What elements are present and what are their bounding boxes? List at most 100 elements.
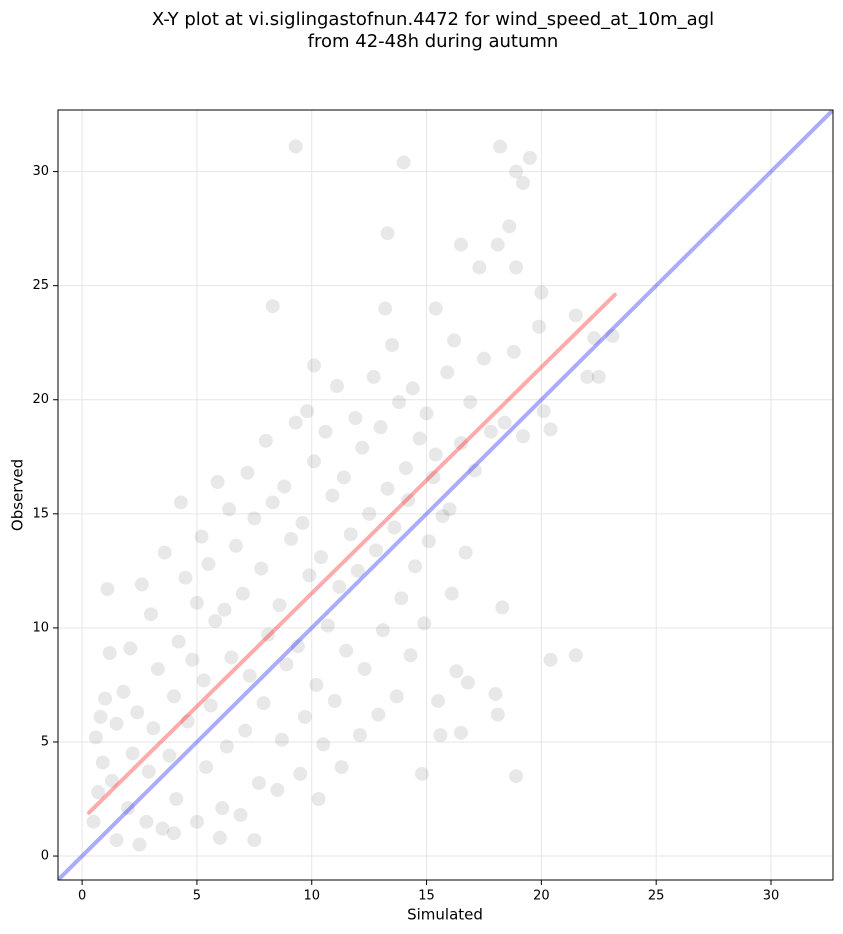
scatter-point	[330, 379, 344, 394]
scatter-point	[173, 495, 188, 510]
scatter-point	[460, 675, 475, 690]
scatter-point	[414, 766, 429, 781]
scatter-point	[132, 837, 147, 852]
scatter-point	[185, 652, 200, 667]
scatter-point	[144, 607, 158, 622]
scatter-point	[417, 616, 432, 631]
y-axis-label: Observed	[9, 459, 27, 531]
scatter-point	[534, 285, 549, 300]
scatter-point	[121, 801, 136, 816]
x-tick-label: 15	[418, 889, 435, 904]
scatter-point	[146, 721, 161, 736]
scatter-point	[419, 406, 434, 421]
scatter-point	[134, 577, 149, 592]
scatter-point	[431, 693, 446, 708]
scatter-point	[405, 381, 420, 396]
y-tick-label: 0	[41, 849, 49, 864]
scatter-point	[568, 648, 583, 663]
scatter-point	[339, 643, 354, 658]
scatter-point	[591, 369, 606, 384]
scatter-point	[217, 602, 232, 617]
scatter-point	[467, 463, 482, 478]
scatter-point	[454, 436, 468, 451]
scatter-point	[235, 586, 250, 601]
scatter-point	[348, 411, 363, 425]
scatter-point	[125, 746, 140, 761]
scatter-point	[162, 748, 177, 763]
scatter-point	[130, 705, 145, 720]
scatter-point	[543, 422, 558, 437]
scatter-point	[495, 600, 510, 615]
scatter-point	[433, 728, 448, 743]
scatter-point	[288, 415, 303, 430]
scatter-point	[378, 301, 393, 316]
scatter-point	[380, 481, 395, 496]
scatter-point	[325, 488, 340, 503]
scatter-point	[426, 470, 441, 485]
scatter-point	[254, 561, 269, 576]
scatter-point	[343, 527, 358, 542]
scatter-point	[476, 351, 491, 366]
scatter-point	[219, 739, 234, 754]
scatter-point	[88, 730, 103, 745]
scatter-point	[355, 440, 370, 455]
scatter-point	[380, 226, 395, 241]
scatter-point	[93, 709, 108, 724]
scatter-point	[506, 344, 521, 359]
scatter-point	[587, 331, 602, 346]
scatter-point	[256, 696, 271, 711]
y-tick-label: 20	[32, 392, 49, 407]
scatter-point	[166, 689, 181, 704]
scatter-point	[428, 447, 443, 462]
scatter-point	[516, 429, 530, 444]
scatter-point	[166, 826, 181, 841]
scatter-point	[284, 531, 299, 546]
scatter-point	[307, 454, 322, 469]
scatter-point	[373, 420, 388, 435]
scatter-point	[196, 673, 211, 688]
y-tick-label: 10	[32, 620, 49, 635]
scatter-point	[327, 693, 342, 708]
scatter-point	[277, 479, 292, 494]
scatter-point	[350, 563, 365, 578]
scatter-point	[307, 358, 322, 373]
scatter-point	[123, 641, 138, 656]
scatter-point	[300, 404, 315, 419]
scatter-point	[116, 684, 131, 699]
scatter-point	[210, 474, 225, 489]
scatter-point	[265, 299, 280, 314]
x-tick-label: 10	[303, 889, 320, 904]
scatter-point	[334, 760, 349, 775]
scatter-point	[270, 782, 285, 797]
scatter-point	[543, 652, 558, 667]
scatter-point	[442, 502, 457, 517]
scatter-point	[169, 792, 184, 807]
scatter-point	[139, 814, 154, 829]
scatter-point	[313, 550, 328, 565]
plot-frame	[57, 109, 834, 881]
scatter-point	[401, 493, 416, 508]
scatter-point	[509, 164, 524, 179]
y-tick-label: 25	[32, 278, 49, 293]
scatter-point	[522, 150, 537, 165]
scatter-point	[91, 785, 106, 800]
scatter-point	[463, 395, 478, 410]
scatter-point	[208, 614, 223, 629]
scatter-point	[444, 586, 459, 601]
scatter-point	[155, 821, 170, 836]
scatter-point	[454, 237, 468, 252]
scatter-point	[95, 755, 110, 770]
scatter-point	[201, 557, 216, 572]
scatter-point	[497, 415, 512, 430]
scatter-point	[352, 728, 367, 743]
scatter-point	[362, 506, 377, 521]
scatter-point	[490, 707, 505, 722]
y-tick-label: 30	[32, 164, 49, 179]
scatter-point	[387, 520, 402, 535]
scatter-point	[141, 764, 156, 779]
scatter-point	[171, 634, 186, 649]
scatter-point	[398, 461, 413, 476]
scatter-point	[502, 219, 517, 234]
scatter-point	[490, 237, 505, 252]
